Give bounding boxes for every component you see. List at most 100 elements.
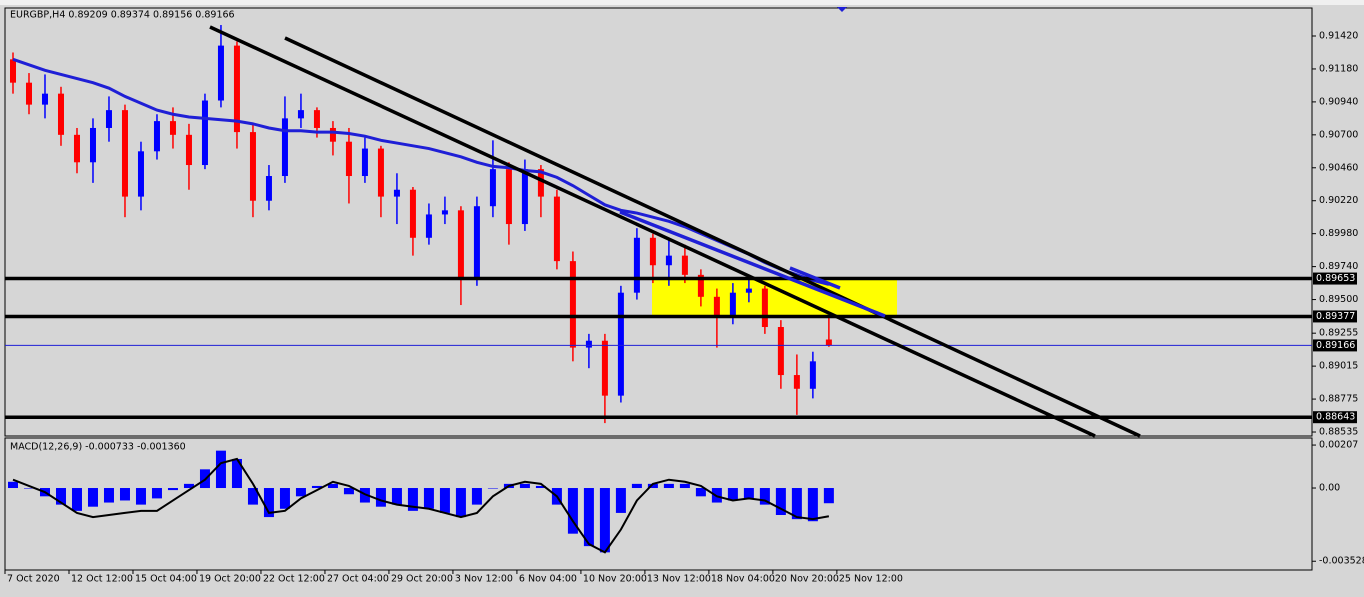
- macd-bar: [807, 488, 818, 522]
- macd-bar: [535, 485, 546, 489]
- candle-body: [297, 110, 304, 119]
- symbol-info: EURGBP,H4 0.89209 0.89374 0.89156 0.8916…: [10, 10, 235, 21]
- x-tick-label: 19 Oct 20:00: [199, 574, 261, 585]
- candle-body: [825, 339, 832, 346]
- macd-bar: [407, 488, 418, 511]
- candle-body: [633, 237, 640, 293]
- candle-body: [441, 210, 448, 215]
- y-tick-label: 0.89255: [1319, 328, 1358, 339]
- macd-bar: [583, 488, 594, 547]
- y-tick-label: 0.90940: [1319, 96, 1358, 107]
- top-strip: [0, 0, 1364, 5]
- candle-body: [249, 132, 256, 201]
- macd-bar: [759, 488, 770, 505]
- macd-bar: [519, 483, 530, 489]
- macd-bar: [295, 488, 306, 497]
- x-tick-label: 12 Oct 12:00: [71, 574, 133, 585]
- macd-bar: [599, 488, 610, 553]
- candle-body: [505, 169, 512, 225]
- candle-body: [201, 100, 208, 166]
- macd-bar: [151, 488, 162, 499]
- trend-line-blue: [789, 266, 841, 290]
- bid-label: 0.89166: [1316, 340, 1355, 351]
- marks: [5, 25, 1312, 554]
- level-label: 0.89653: [1316, 273, 1355, 284]
- highlight-zone: [652, 280, 897, 316]
- candle-body: [649, 237, 656, 266]
- macd-bar: [663, 483, 674, 489]
- level-label-box: [1313, 272, 1357, 285]
- candle-body: [41, 93, 48, 105]
- x-tick-label: 25 Nov 12:00: [839, 574, 903, 585]
- candle-body: [697, 274, 704, 297]
- x-tick-label: 7 Oct 2020: [7, 574, 60, 585]
- candle-body: [185, 134, 192, 166]
- y-tick-label: 0.89500: [1319, 294, 1358, 305]
- macd-bar: [375, 488, 386, 507]
- candle-body: [313, 110, 320, 128]
- macd-bar: [727, 488, 738, 501]
- level-label: 0.88643: [1316, 412, 1355, 423]
- macd-info: MACD(12,26,9) -0.000733 -0.001360: [10, 442, 186, 453]
- bid-label-box: [1313, 339, 1357, 352]
- candle-body: [777, 327, 784, 376]
- y-tick-label: 0.90700: [1319, 129, 1358, 140]
- macd-bar: [247, 488, 258, 505]
- candle-body: [601, 340, 608, 396]
- y-tick-label: -0.003528: [1319, 556, 1364, 567]
- candle-body: [89, 127, 96, 163]
- macd-bar: [263, 488, 274, 518]
- candle-body: [761, 288, 768, 328]
- candle-body: [457, 210, 464, 279]
- candle-body: [745, 288, 752, 293]
- macd-bar: [743, 488, 754, 499]
- candle-body: [281, 118, 288, 177]
- macd-bar: [631, 483, 642, 489]
- level-label-box: [1313, 411, 1357, 424]
- candle-body: [345, 141, 352, 177]
- macd-bar: [135, 488, 146, 505]
- trend-line: [284, 36, 1141, 438]
- candle-body: [793, 375, 800, 389]
- macd-bar: [775, 488, 786, 515]
- trend-line-blue: [619, 210, 886, 318]
- candle-body: [233, 45, 240, 133]
- y-tick-label: 0.00: [1319, 483, 1340, 494]
- candle-body: [73, 134, 80, 163]
- y-tick-label: 0.90220: [1319, 195, 1358, 206]
- candle-body: [393, 189, 400, 197]
- signal-line: [12, 457, 830, 554]
- candle-body: [537, 169, 544, 197]
- macd-bar: [279, 488, 290, 509]
- macd-bar: [87, 488, 98, 507]
- macd-bar: [471, 488, 482, 505]
- candle-body: [329, 127, 336, 142]
- macd-bar: [327, 483, 338, 489]
- candle-body: [409, 189, 416, 238]
- macd-bar: [215, 450, 226, 489]
- candle-body: [265, 176, 272, 201]
- candle-body: [377, 148, 384, 197]
- x-tick-label: 29 Oct 20:00: [391, 574, 453, 585]
- x-tick-label: 10 Nov 20:00: [583, 574, 647, 585]
- candle-body: [521, 169, 528, 225]
- macd-bar: [71, 488, 82, 511]
- macd-bar: [119, 488, 130, 501]
- candle-body: [729, 292, 736, 317]
- x-tick-label: 3 Nov 12:00: [455, 574, 513, 585]
- candle-body: [681, 255, 688, 275]
- candle-body: [489, 169, 496, 207]
- main-plot: [4, 7, 1313, 437]
- macd-bar: [167, 488, 178, 491]
- macd-bar: [311, 485, 322, 489]
- macd-bar: [695, 488, 706, 497]
- candle-body: [713, 296, 720, 317]
- macd-bar: [439, 488, 450, 513]
- y-tick-label: 0.88775: [1319, 394, 1358, 405]
- level-label-box: [1313, 310, 1357, 323]
- x-tick-label: 15 Oct 04:00: [135, 574, 197, 585]
- macd-bar: [7, 481, 18, 489]
- moving-average: [12, 57, 830, 286]
- candle-body: [569, 261, 576, 348]
